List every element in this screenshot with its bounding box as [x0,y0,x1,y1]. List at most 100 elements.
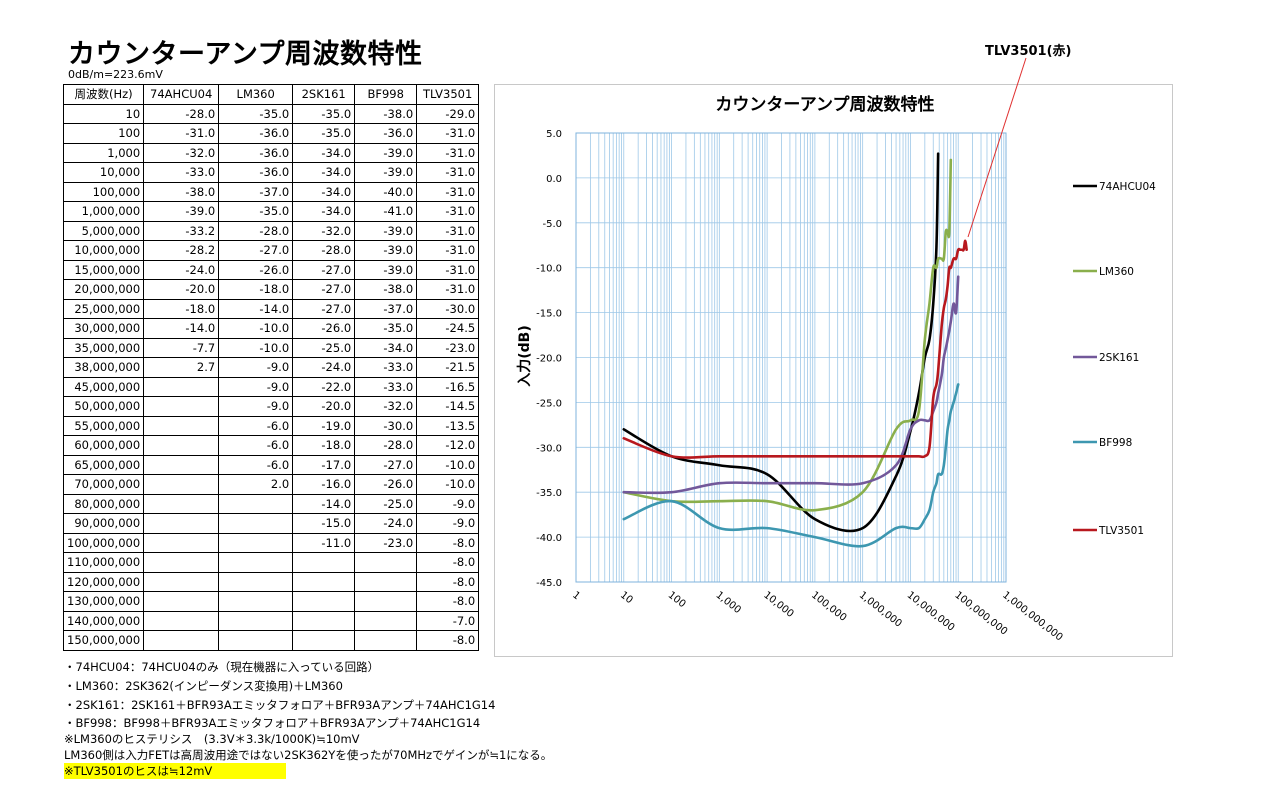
x-tick-label: 100,000 [809,590,848,624]
table-row: 35,000,000 -7.7 -10.0 -25.0 -34.0 -23.0 [62,337,480,358]
series-line-bf998 [622,383,960,548]
table-row: 1,000 -32.0 -36.0 -34.0 -39.0 -31.0 [62,142,480,163]
header-cell: 2SK161 [292,84,356,105]
table-row: 90,000,000 -15.0 -24.0 -9.0 [62,513,480,534]
value-cell [292,571,356,592]
table-row: 100,000,000 -11.0 -23.0 -8.0 [62,532,480,553]
table-row: 30,000,000 -14.0 -10.0 -26.0 -35.0 -24.5 [62,318,480,339]
frequency-response-chart: 5.0 0.0 -5.0 -10.0 -15.0 -20.0 -25.0 -30.0 -35.0… [516,94,1156,643]
value-cell: -38.0 [354,279,418,300]
value-cell [218,610,294,631]
value-cell: -39.0 [354,162,418,183]
legend-layer: 74AHCU04 LM360 2SK161 BF998 TLV3501 [1073,181,1156,537]
value-cell: -31.0 [416,162,480,183]
value-cell: -18.0 [143,298,220,319]
frequency-cell: 90,000,000 [62,513,145,534]
value-cell [218,591,294,612]
value-cell: -31.0 [416,123,480,144]
frequency-cell: 60,000,000 [62,435,145,456]
data-table: 周波数(Hz) 74AHCU04 LM360 2SK161 BF998 TLV3501 1… [62,84,480,651]
table-row: 1,000,000 -39.0 -35.0 -34.0 -41.0 -31.0 [62,201,480,222]
frequency-cell: 1,000,000 [62,201,145,222]
value-cell: -24.5 [416,318,480,339]
value-cell: -25.0 [354,493,418,514]
header-cell: BF998 [354,84,418,105]
value-cell: -36.0 [218,162,294,183]
y-tick-label: 0.0 [546,174,562,185]
value-cell: -16.5 [416,376,480,397]
note-lm360: ・LM360：2SK362(インピーダンス変換用)＋LM360 [64,679,343,693]
value-cell: -14.5 [416,396,480,417]
value-cell: -35.0 [218,201,294,222]
value-cell: -33.0 [143,162,220,183]
value-cell: -26.0 [292,318,356,339]
value-cell: -10.0 [416,474,480,495]
y-tick-label: -10.0 [536,264,562,275]
value-cell: -25.0 [292,337,356,358]
value-cell [218,532,294,553]
value-cell [218,552,294,573]
value-cell: -37.0 [218,181,294,202]
table-row: 100 -31.0 -36.0 -35.0 -36.0 -31.0 [62,123,480,144]
frequency-cell: 50,000,000 [62,396,145,417]
frequency-cell: 38,000,000 [62,357,145,378]
value-cell: -30.0 [354,415,418,436]
value-cell [143,532,220,553]
value-cell: -30.0 [416,298,480,319]
frequency-cell: 25,000,000 [62,298,145,319]
value-cell: -15.0 [292,513,356,534]
value-cell: -39.0 [143,201,220,222]
value-cell [143,630,220,651]
table-row: 10,000,000 -28.2 -27.0 -28.0 -39.0 -31.0 [62,240,480,261]
frequency-cell: 140,000,000 [62,610,145,631]
value-cell: -31.0 [416,279,480,300]
frequency-cell: 15,000,000 [62,259,145,280]
grid-layer [575,132,1007,583]
value-cell [143,610,220,631]
value-cell: -13.5 [416,415,480,436]
value-cell: -31.0 [416,220,480,241]
value-cell [292,552,356,573]
value-cell [143,415,220,436]
x-tick-label: 10,000,000 [905,590,957,634]
frequency-cell: 45,000,000 [62,376,145,397]
table-row: 110,000,000 -8.0 [62,552,480,573]
chart-frame: 5.0 0.0 -5.0 -10.0 -15.0 -20.0 -25.0 -30.0 -35.0… [494,84,1173,657]
tlv3501-callout: TLV3501(赤) [985,44,1072,59]
value-cell: -34.0 [292,201,356,222]
value-cell: -6.0 [218,435,294,456]
value-cell: -10.0 [218,337,294,358]
value-cell: -10.0 [416,454,480,475]
table-row: 10,000 -33.0 -36.0 -34.0 -39.0 -31.0 [62,162,480,183]
value-cell: -27.0 [354,454,418,475]
frequency-cell: 55,000,000 [62,415,145,436]
table-row: 140,000,000 -7.0 [62,610,480,631]
value-cell: -23.0 [354,532,418,553]
value-cell: -7.7 [143,337,220,358]
y-tick-label: -20.0 [536,354,562,365]
unit-note: 0dB/m=223.6mV [68,68,163,81]
series-line-tlv3501 [622,239,968,459]
value-cell: -11.0 [292,532,356,553]
x-tick-label: 1,000 [713,590,742,616]
value-cell: -37.0 [354,298,418,319]
value-cell: -27.0 [292,279,356,300]
y-tick-label: -30.0 [536,443,562,454]
table-row: 5,000,000 -33.2 -28.0 -32.0 -39.0 -31.0 [62,220,480,241]
value-cell: -39.0 [354,220,418,241]
value-cell: -41.0 [354,201,418,222]
table-row: 60,000,000 -6.0 -18.0 -28.0 -12.0 [62,435,480,456]
value-cell [143,435,220,456]
frequency-cell: 100,000 [62,181,145,202]
header-cell: TLV3501 [416,84,480,105]
value-cell: -20.0 [292,396,356,417]
table-row: 120,000,000 -8.0 [62,571,480,592]
value-cell [143,396,220,417]
note-bf998: ・BF998：BF998＋BFR93Aエミッタフォロア＋BFR93Aアンプ＋74… [64,716,481,730]
value-cell: -8.0 [416,532,480,553]
value-cell: -6.0 [218,415,294,436]
value-cell: -31.0 [143,123,220,144]
value-cell: -35.0 [292,103,356,124]
value-cell [143,571,220,592]
value-cell: -31.0 [416,142,480,163]
